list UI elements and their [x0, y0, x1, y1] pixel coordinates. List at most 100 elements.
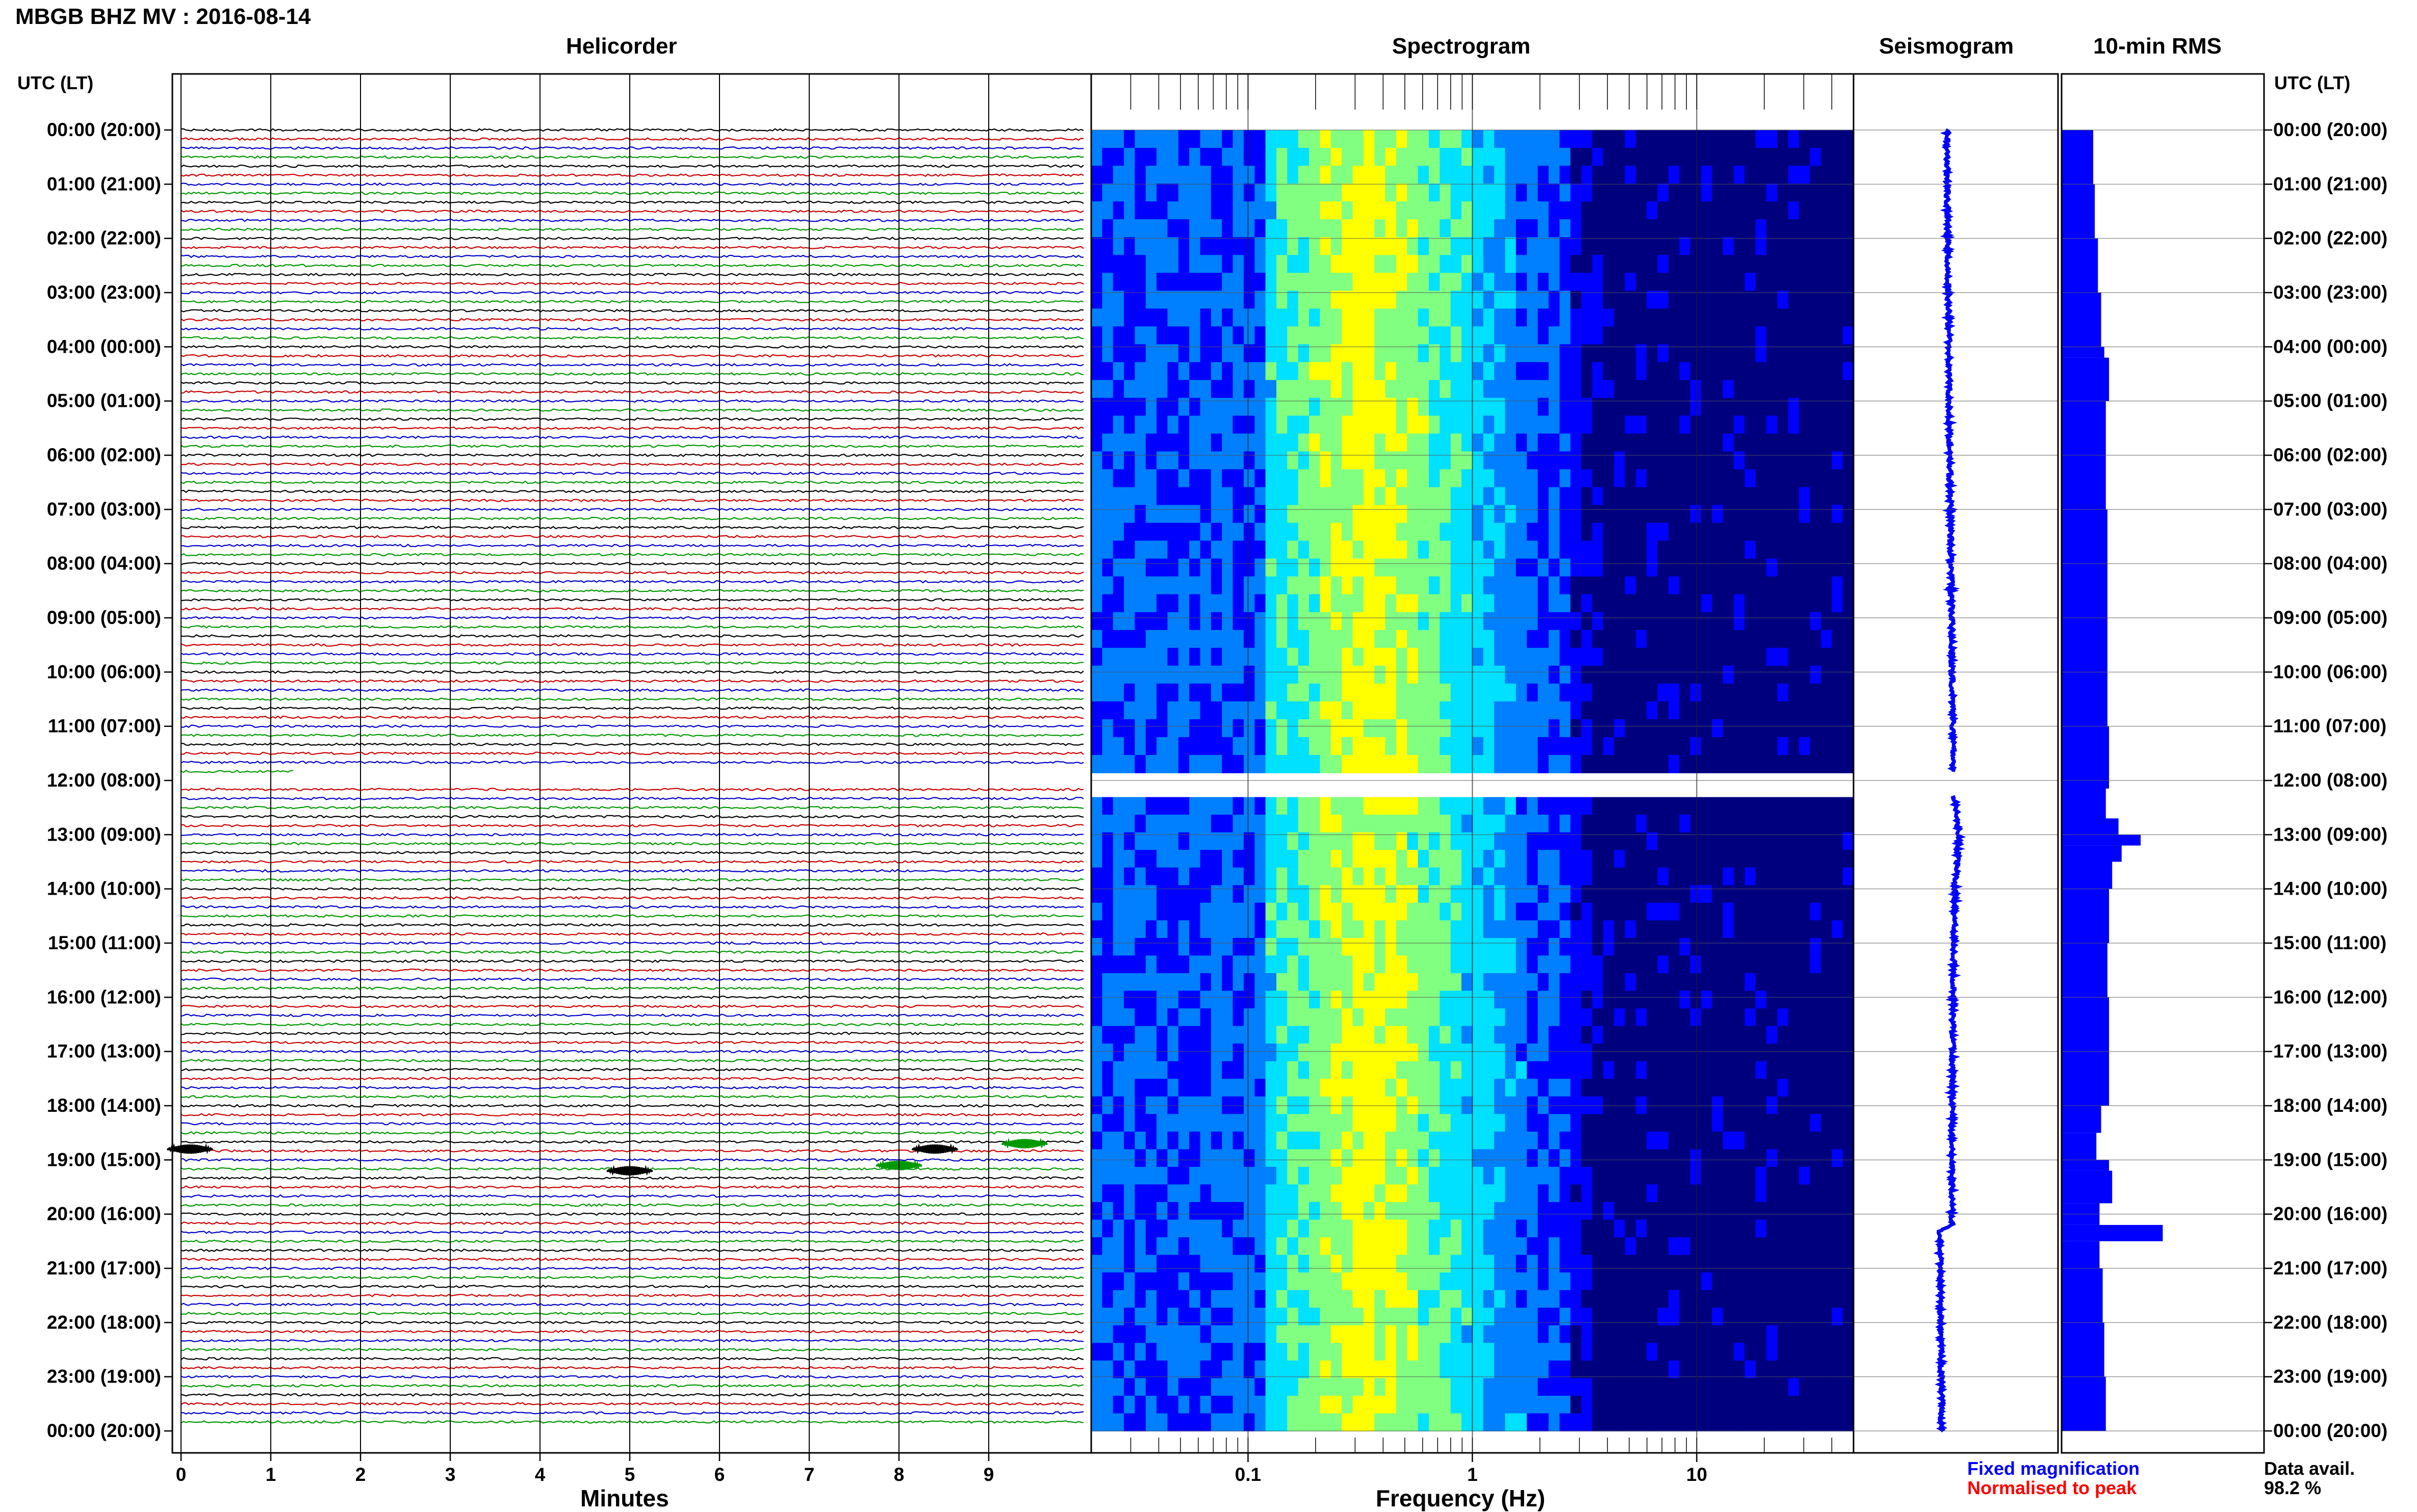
helicorder-trace-row: [181, 1094, 1084, 1099]
helicorder-trace-row: [181, 977, 1084, 981]
helicorder-trace-row: [181, 851, 1084, 855]
rms-bar: [2062, 1170, 2113, 1204]
time-tick-label-right: 08:00 (04:00): [2273, 553, 2387, 574]
seismogram-line: [1940, 128, 1960, 772]
rms-bar: [2062, 789, 2106, 819]
helicorder-trace-row: [181, 1194, 1084, 1198]
time-tick-label-left: 02:00 (22:00): [47, 228, 161, 249]
helicorder-trace-row: [181, 1366, 1084, 1370]
helicorder-trace-row: [181, 273, 1084, 277]
time-tick-label-right: 11:00 (07:00): [2273, 716, 2386, 737]
helicorder-trace-row: [181, 381, 1084, 385]
helicorder-trace-row: [181, 345, 1084, 349]
helicorder-trace-row: [181, 1230, 1084, 1234]
time-tick-label-right: 14:00 (10:00): [2273, 878, 2387, 899]
helicorder-trace-row: [181, 1067, 1084, 1072]
rms-bar: [2062, 357, 2109, 401]
seismogram-line: [1933, 795, 1966, 1432]
minute-tick-label: 8: [894, 1464, 905, 1485]
time-tick-label-right: 06:00 (02:00): [2273, 445, 2387, 465]
helicorder-trace-row: [181, 570, 1084, 575]
helicorder-event: [1001, 1137, 1048, 1149]
rms-bar: [2062, 509, 2107, 564]
helicorder-trace-row: [181, 805, 1084, 810]
helicorder-trace-row: [181, 1329, 1084, 1334]
helicorder-trace-row: [181, 1176, 1084, 1180]
minute-tick-label: 4: [535, 1464, 546, 1485]
time-tick-label-left: 22:00 (18:00): [47, 1312, 161, 1333]
helicorder-trace-row: [181, 688, 1084, 692]
time-tick-label-left: 21:00 (17:00): [47, 1258, 161, 1279]
helicorder-trace-row: [181, 1212, 1084, 1216]
time-tick-label-right: 13:00 (09:00): [2273, 824, 2387, 845]
time-tick-label-right: 17:00 (13:00): [2273, 1041, 2387, 1062]
rms-bar: [2062, 943, 2107, 998]
helicorder-trace-row: [181, 507, 1084, 511]
helicorder-trace-row: [181, 1050, 1084, 1054]
helicorder-trace-row: [181, 1293, 1084, 1297]
rms-bars: [2062, 130, 2163, 1431]
helicorder-trace-row: [181, 137, 1084, 141]
helicorder-trace-row: [181, 1221, 1084, 1225]
helicorder-trace-row: [181, 480, 1084, 484]
rms-bar: [2062, 726, 2109, 789]
helicorder-trace-row: [181, 1077, 1084, 1081]
time-tick-label-right: 03:00 (23:00): [2273, 282, 2387, 303]
helicorder-trace-row: [181, 462, 1084, 466]
helicorder-trace-row: [181, 824, 1084, 828]
helicorder-trace-row: [181, 390, 1084, 394]
helicorder-trace-row: [181, 670, 1084, 674]
legend-normalised-to-peak: Normalised to peak: [1967, 1477, 2137, 1498]
helicorder-trace-row: [181, 363, 1084, 367]
rms-bar: [2062, 347, 2104, 358]
time-tick-label-left: 17:00 (13:00): [47, 1041, 161, 1062]
minute-tick-label: 3: [445, 1464, 456, 1485]
rms-bar: [2062, 1322, 2104, 1377]
helicorder-trace-row: [181, 318, 1084, 322]
time-tick-label-left: 19:00 (15:00): [47, 1149, 161, 1170]
time-tick-label-right: 23:00 (19:00): [2273, 1366, 2387, 1387]
helicorder-trace-row: [181, 1402, 1084, 1406]
helicorder-trace-row: [181, 715, 1084, 719]
helicorder-trace-row: [181, 598, 1084, 602]
helicorder-trace-row: [181, 128, 1084, 132]
rms-bar: [2062, 184, 2095, 239]
minute-tick-label: 5: [625, 1464, 635, 1485]
helicorder-trace-row: [181, 1347, 1084, 1351]
minute-tick-label: 6: [714, 1464, 725, 1485]
time-tick-label-left: 23:00 (19:00): [47, 1366, 161, 1387]
helicorder-trace-row: [181, 941, 1084, 945]
helicorder-trace-row: [181, 869, 1084, 873]
helicorder-trace-row: [181, 399, 1084, 403]
helicorder-trace-row: [181, 697, 1084, 701]
helicorder-trace-row: [181, 1013, 1084, 1018]
helicorder-trace-row: [181, 237, 1084, 241]
helicorder-trace-row: [181, 191, 1084, 195]
helicorder-trace-row: [181, 1040, 1084, 1045]
rms-bar: [2062, 455, 2106, 510]
helicorder-trace-row: [181, 1004, 1084, 1008]
rms-bar: [2062, 1133, 2097, 1160]
helicorder-trace-row: [181, 887, 1084, 891]
helicorder-trace-row: [181, 516, 1084, 520]
time-tick-label-left: 16:00 (12:00): [47, 986, 161, 1007]
helicorder-trace-row: [181, 1158, 1084, 1162]
helicorder-trace-row: [181, 562, 1084, 566]
seismogram-frame: [1853, 73, 2059, 1454]
helicorder-trace-row: [181, 1023, 1084, 1027]
helicorder-trace-row: [181, 616, 1084, 620]
helicorder-trace-row: [181, 1086, 1084, 1089]
helicorder-trace-row: [181, 1375, 1084, 1379]
minute-tick-label: 1: [266, 1464, 276, 1485]
time-tick-label-right: 15:00 (11:00): [2273, 932, 2386, 953]
helicorder-trace-row: [181, 1339, 1084, 1343]
time-tick-label-left: 07:00 (03:00): [47, 499, 161, 519]
helicorder-trace-row: [181, 724, 1084, 728]
helicorder-trace-row: [181, 543, 1084, 548]
rms-bar: [2062, 997, 2109, 1052]
helicorder-trace-row: [181, 489, 1084, 493]
rms-bar: [2062, 835, 2141, 846]
helicorder-trace-row: [181, 553, 1084, 557]
time-tick-label-right: 07:00 (03:00): [2273, 499, 2387, 519]
helicorder-trace-row: [181, 878, 1084, 882]
